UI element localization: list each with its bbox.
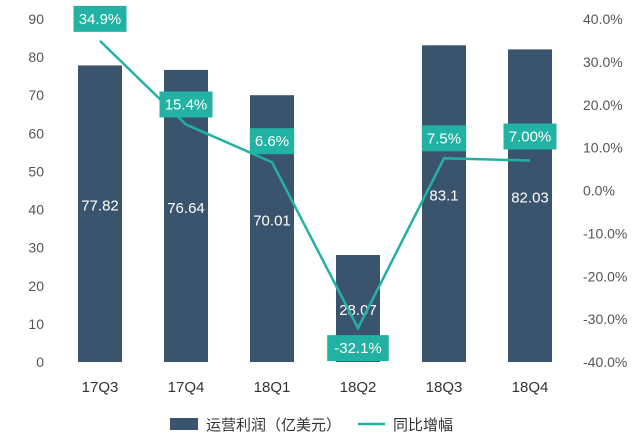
line-label-text: -32.1%	[334, 340, 382, 357]
right-y-axis: -40.0% -30.0% -20.0% -10.0% 0.0% 10.0% 20.0% 30…	[583, 11, 627, 370]
bar-value-label: 70.01	[253, 213, 291, 230]
bar-value-label: 83.1	[429, 188, 458, 205]
line-label-text: 34.9%	[79, 11, 122, 28]
left-tick-label: 10	[28, 316, 44, 332]
right-tick-label: -20.0%	[583, 268, 627, 284]
bar-value-label: 77.82	[81, 198, 119, 215]
x-axis: 17Q3 17Q4 18Q1 18Q2 18Q3 18Q4	[82, 379, 549, 396]
line-value-label: 7.00%	[503, 123, 557, 150]
bar-value-label: 76.64	[167, 200, 205, 217]
line-label-text: 7.00%	[509, 128, 552, 145]
bar	[164, 69, 208, 362]
legend-bar-label: 运营利润（亿美元）	[206, 417, 341, 434]
line-label-box	[327, 335, 389, 362]
bar-series	[78, 45, 552, 363]
left-tick-label: 60	[28, 125, 44, 141]
right-tick-label: -10.0%	[583, 225, 627, 241]
left-y-axis: 0 10 20 30 40 50 60 70 80 90	[28, 11, 44, 370]
line-label-box	[73, 5, 127, 32]
right-tick-label: 0.0%	[583, 183, 615, 199]
right-tick-label: 40.0%	[583, 11, 623, 27]
left-tick-label: 50	[28, 163, 44, 179]
bar-value-label: 82.03	[511, 190, 549, 207]
line-label-box	[159, 91, 213, 118]
x-tick-label: 18Q4	[512, 379, 549, 396]
left-tick-label: 0	[36, 354, 44, 370]
line-label-box	[249, 128, 295, 155]
line-label-box	[421, 125, 467, 152]
x-tick-label: 17Q4	[168, 379, 205, 396]
left-tick-label: 40	[28, 202, 44, 218]
x-tick-label: 18Q1	[254, 379, 291, 396]
line-value-label: 15.4%	[159, 91, 213, 118]
right-tick-label: 20.0%	[583, 97, 623, 113]
left-tick-label: 30	[28, 240, 44, 256]
x-tick-label: 18Q2	[340, 379, 377, 396]
line-label-text: 7.5%	[427, 130, 461, 147]
line-value-labels: 34.9% 15.4% 6.6% -32.1% 7.5% 7.00%	[73, 5, 557, 362]
right-tick-label: -40.0%	[583, 354, 627, 370]
line-value-label: 34.9%	[73, 5, 127, 32]
x-tick-label: 17Q3	[82, 379, 119, 396]
x-tick-label: 18Q3	[426, 379, 463, 396]
line-label-text: 6.6%	[255, 133, 289, 150]
legend-bar-swatch	[170, 418, 198, 430]
line-value-label: 6.6%	[249, 128, 295, 155]
legend: 运营利润（亿美元） 同比增幅	[170, 417, 453, 434]
line-value-label: -32.1%	[327, 335, 389, 362]
right-tick-label: 10.0%	[583, 140, 623, 156]
left-tick-label: 80	[28, 49, 44, 65]
bar	[508, 49, 552, 363]
left-tick-label: 70	[28, 87, 44, 103]
right-tick-label: 30.0%	[583, 54, 623, 70]
legend-line-label: 同比增幅	[393, 417, 453, 434]
left-tick-label: 20	[28, 278, 44, 294]
bar-value-label: 28.07	[339, 302, 377, 319]
bar-value-labels: 77.82 76.64 70.01 28.07 83.1 82.03	[81, 188, 549, 319]
bar	[422, 45, 466, 363]
bar	[78, 65, 122, 362]
left-tick-label: 90	[28, 11, 44, 27]
line-label-text: 15.4%	[165, 96, 208, 113]
line-label-box	[503, 123, 557, 150]
line-value-label: 7.5%	[421, 125, 467, 152]
right-tick-label: -30.0%	[583, 311, 627, 327]
